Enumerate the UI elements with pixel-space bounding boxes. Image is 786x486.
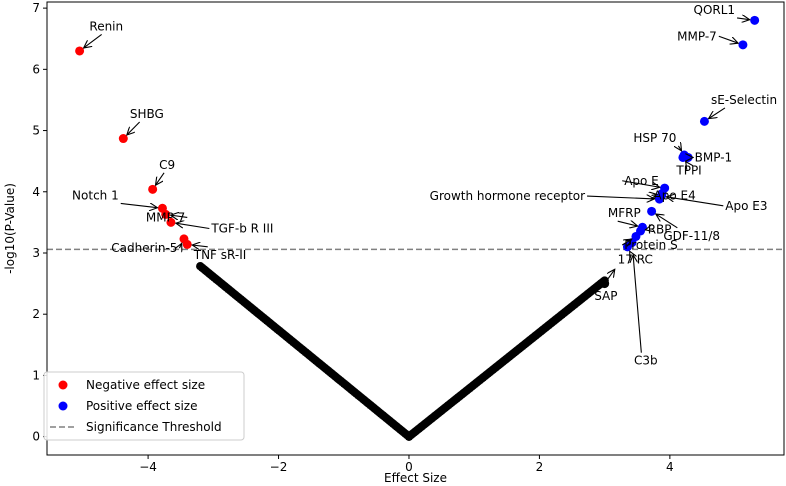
annotation-label: SAP — [594, 289, 617, 303]
point-se-selectin — [699, 116, 709, 126]
point-c9 — [148, 184, 158, 194]
x-tick-label: 0 — [405, 460, 413, 474]
annotation-arrow — [709, 107, 726, 119]
annotation-arrow — [127, 121, 141, 135]
annotation-label: TNF sR-II — [193, 248, 247, 262]
axes-frame — [46, 1, 785, 456]
annotation-arrow — [84, 34, 102, 47]
annotation-label: C9 — [159, 158, 175, 172]
annotation-label: BMP-1 — [695, 150, 733, 164]
point-mmp-7 — [161, 209, 171, 219]
y-tick-label: 0 — [32, 430, 40, 444]
point-tnf-sr-ii — [182, 239, 192, 249]
annotation-label: MMP 7 — [146, 210, 185, 224]
annotation-label: C3b — [634, 354, 658, 368]
annotation-label: Growth hormone receptor — [430, 189, 585, 203]
point-qorl1 — [750, 15, 760, 25]
annotation-label: Cadherin-5 — [111, 241, 177, 255]
annotation-arrow — [176, 223, 210, 230]
x-tick-label: 2 — [536, 460, 544, 474]
annotation-label: sE-Selectin — [711, 93, 777, 107]
annotation-arrow — [192, 245, 208, 247]
legend-label: Significance Threshold — [86, 420, 222, 434]
annotation-arrow — [179, 243, 181, 248]
annotation-label: MMP-7 — [677, 29, 717, 43]
x-tick-label: −2 — [270, 460, 288, 474]
annotation-label: GDF-11/8 — [663, 229, 720, 243]
y-tick-label: 7 — [32, 1, 40, 15]
annotation-arrow — [666, 197, 724, 207]
annotation-arrow — [156, 172, 165, 185]
annotation-arrow — [633, 255, 642, 353]
y-axis-label: -log10(P-Value) — [3, 183, 17, 274]
annotation-arrow — [120, 203, 158, 207]
point-apo-e3 — [656, 191, 666, 201]
annotation-label: Renin — [89, 19, 123, 33]
annotation-arrow — [622, 180, 660, 187]
annotation-label: Notch 1 — [72, 188, 119, 202]
annotation-label: 17 RC — [618, 253, 653, 267]
y-tick-label: 6 — [32, 62, 40, 76]
y-tick-label: 3 — [32, 246, 40, 260]
point-mmp-7 — [738, 40, 748, 50]
point-renin — [75, 46, 85, 56]
plot-content — [47, 15, 784, 441]
annotation-arrow — [587, 196, 654, 199]
legend-label: Negative effect size — [86, 378, 205, 392]
annotation-label: Apo E — [624, 174, 659, 188]
y-tick-label: 1 — [32, 368, 40, 382]
annotation-label: MFRP — [608, 206, 641, 220]
annotation-label: Protein S — [624, 238, 678, 252]
annotation-label: TGF-b R III — [210, 222, 273, 236]
legend-marker — [58, 401, 68, 411]
annotation-arrow — [656, 214, 678, 229]
annotation-arrow — [737, 18, 750, 20]
y-tick-label: 4 — [32, 185, 40, 199]
annotation-label: HSP 70 — [633, 131, 676, 145]
legend-label: Positive effect size — [86, 399, 198, 413]
x-axis-ticks: −4 −2 0 2 4 — [139, 455, 674, 474]
point-shbg — [118, 134, 128, 144]
annotation-arrow — [621, 239, 631, 245]
x-tick-label: 4 — [666, 460, 674, 474]
x-axis-label: Effect Size — [384, 471, 447, 485]
annotation-label: Apo E3 — [725, 199, 767, 213]
annotation-label: SHBG — [130, 107, 164, 121]
annotation-arrow — [171, 215, 188, 217]
x-tick-label: −4 — [139, 460, 157, 474]
annotation-arrow — [718, 35, 738, 43]
annotation-arrow — [601, 269, 615, 289]
point-tppi — [678, 152, 688, 162]
y-tick-label: 5 — [32, 124, 40, 138]
legend-box — [43, 371, 245, 441]
annotation-label: QORL1 — [694, 3, 736, 17]
legend-marker — [58, 380, 68, 390]
annotations-layer: Renin SHBG C9 Notch 1 MMP 7 TGF-b R III Cadher… — [72, 3, 777, 368]
annotation-arrow — [617, 221, 638, 226]
point-gdf-11-8 — [647, 206, 657, 216]
legend: Negative effect size Positive effect size… — [43, 371, 245, 441]
annotation-arrow — [678, 146, 681, 151]
y-tick-label: 2 — [32, 307, 40, 321]
annotation-label: TPPI — [675, 163, 701, 177]
